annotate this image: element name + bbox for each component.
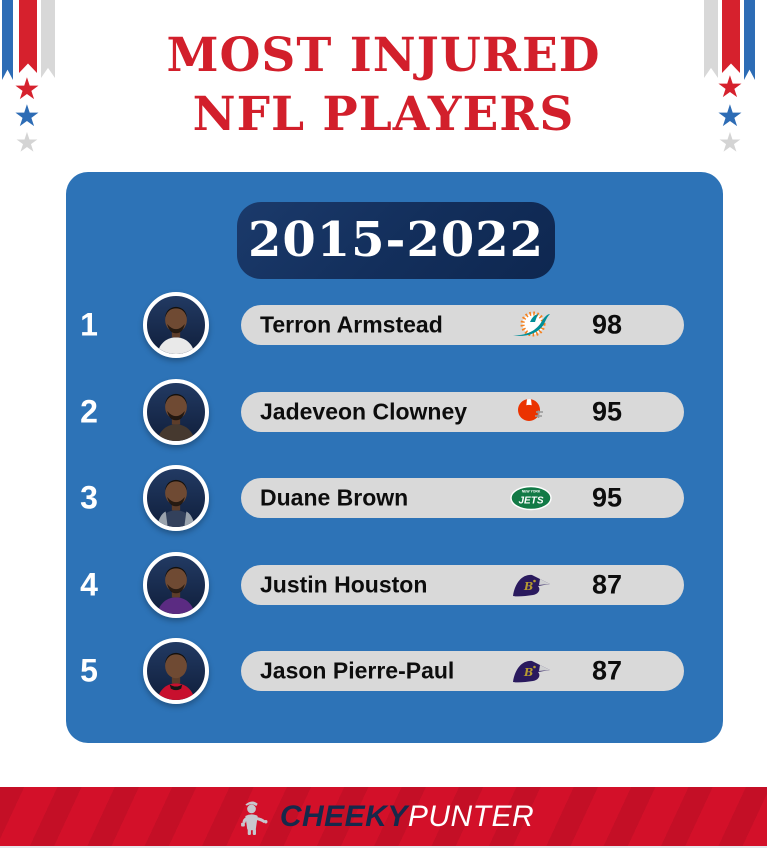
player-name: Terron Armstead: [260, 311, 443, 338]
table-row: 1 Terron Armstead 98: [66, 289, 723, 361]
brand-punter: PUNTER: [407, 799, 535, 833]
player-photo: [143, 552, 209, 618]
brand-cheeky: CHEEKY: [279, 799, 408, 833]
injury-count: 95: [591, 482, 623, 513]
ribbon-blue-right: [744, 0, 755, 80]
injury-count: 87: [591, 655, 623, 686]
player-photo: [143, 638, 209, 704]
player-name: Duane Brown: [260, 484, 409, 511]
baltimore-ravens-logo: B: [508, 568, 554, 602]
miami-dolphins-logo: [508, 308, 554, 342]
injury-count: 98: [591, 309, 623, 340]
cheekypunter-mascot-icon: [240, 801, 268, 835]
table-row: 5 Jason Pierre-Paul B 87: [66, 635, 723, 707]
injury-count: 87: [591, 569, 623, 600]
injury-count: 95: [591, 396, 623, 427]
player-bust-icon: [157, 652, 195, 700]
svg-text:JETS: JETS: [518, 496, 543, 507]
star-icon: ★: [716, 70, 744, 105]
rank-number: 5: [80, 652, 98, 689]
title-line-2: NFL PLAYERS: [192, 87, 575, 142]
player-name: Jason Pierre-Paul: [260, 657, 455, 684]
player-photo: [143, 465, 209, 531]
table-row: 4 Justin Houston B 87: [66, 549, 723, 621]
player-pill: Duane Brown NEW YORK JETS 95: [241, 478, 684, 518]
footer-bar: CHEEKYPUNTER: [0, 787, 767, 846]
rank-number: 3: [80, 479, 98, 516]
footer-bottom-strip: [0, 846, 767, 848]
player-pill: Jadeveon Clowney 95: [241, 392, 684, 432]
player-name: Jadeveon Clowney: [260, 398, 468, 425]
baltimore-ravens-logo: B: [508, 654, 554, 688]
player-photo: [143, 379, 209, 445]
player-pill: Justin Houston B 87: [241, 565, 684, 605]
ranking-card: 2015-2022 1 Terron Armstead 98: [66, 172, 723, 743]
player-bust-icon: [157, 479, 195, 527]
player-bust-icon: [157, 393, 195, 441]
ribbon-red-left: [19, 0, 37, 73]
svg-text:B: B: [523, 580, 533, 593]
ribbon-red-right: [722, 0, 740, 73]
new-york-jets-logo: NEW YORK JETS: [508, 481, 554, 515]
ribbon-gray-left: [41, 0, 55, 78]
player-pill: Jason Pierre-Paul B 87: [241, 651, 684, 691]
ribbon-blue-left: [2, 0, 13, 80]
star-icon: ★: [716, 99, 744, 134]
ribbon-gray-right: [704, 0, 718, 78]
star-icon: ★: [13, 99, 41, 134]
star-icon: ★: [13, 72, 41, 107]
cleveland-browns-logo: [508, 395, 554, 429]
rank-number: 1: [80, 306, 98, 343]
svg-text:B: B: [523, 666, 533, 679]
table-row: 2 Jadeveon Clowney 95: [66, 376, 723, 448]
period-badge: 2015-2022: [237, 202, 555, 279]
title-line-1: MOST INJURED: [166, 28, 601, 83]
star-icon: ★: [717, 127, 743, 159]
brand-wordmark: CHEEKYPUNTER: [280, 800, 534, 834]
player-name: Justin Houston: [260, 571, 428, 598]
player-pill: Terron Armstead 98: [241, 305, 684, 345]
rank-number: 2: [80, 393, 98, 430]
player-bust-icon: [157, 566, 195, 614]
player-photo: [143, 292, 209, 358]
page-title: MOST INJURED NFL PLAYERS: [0, 26, 767, 144]
player-bust-icon: [157, 306, 195, 354]
rank-number: 4: [80, 566, 98, 603]
star-icon: ★: [14, 127, 40, 159]
table-row: 3 Duane Brown NEW YORK JETS 95: [66, 462, 723, 534]
svg-text:NEW YORK: NEW YORK: [522, 490, 541, 494]
